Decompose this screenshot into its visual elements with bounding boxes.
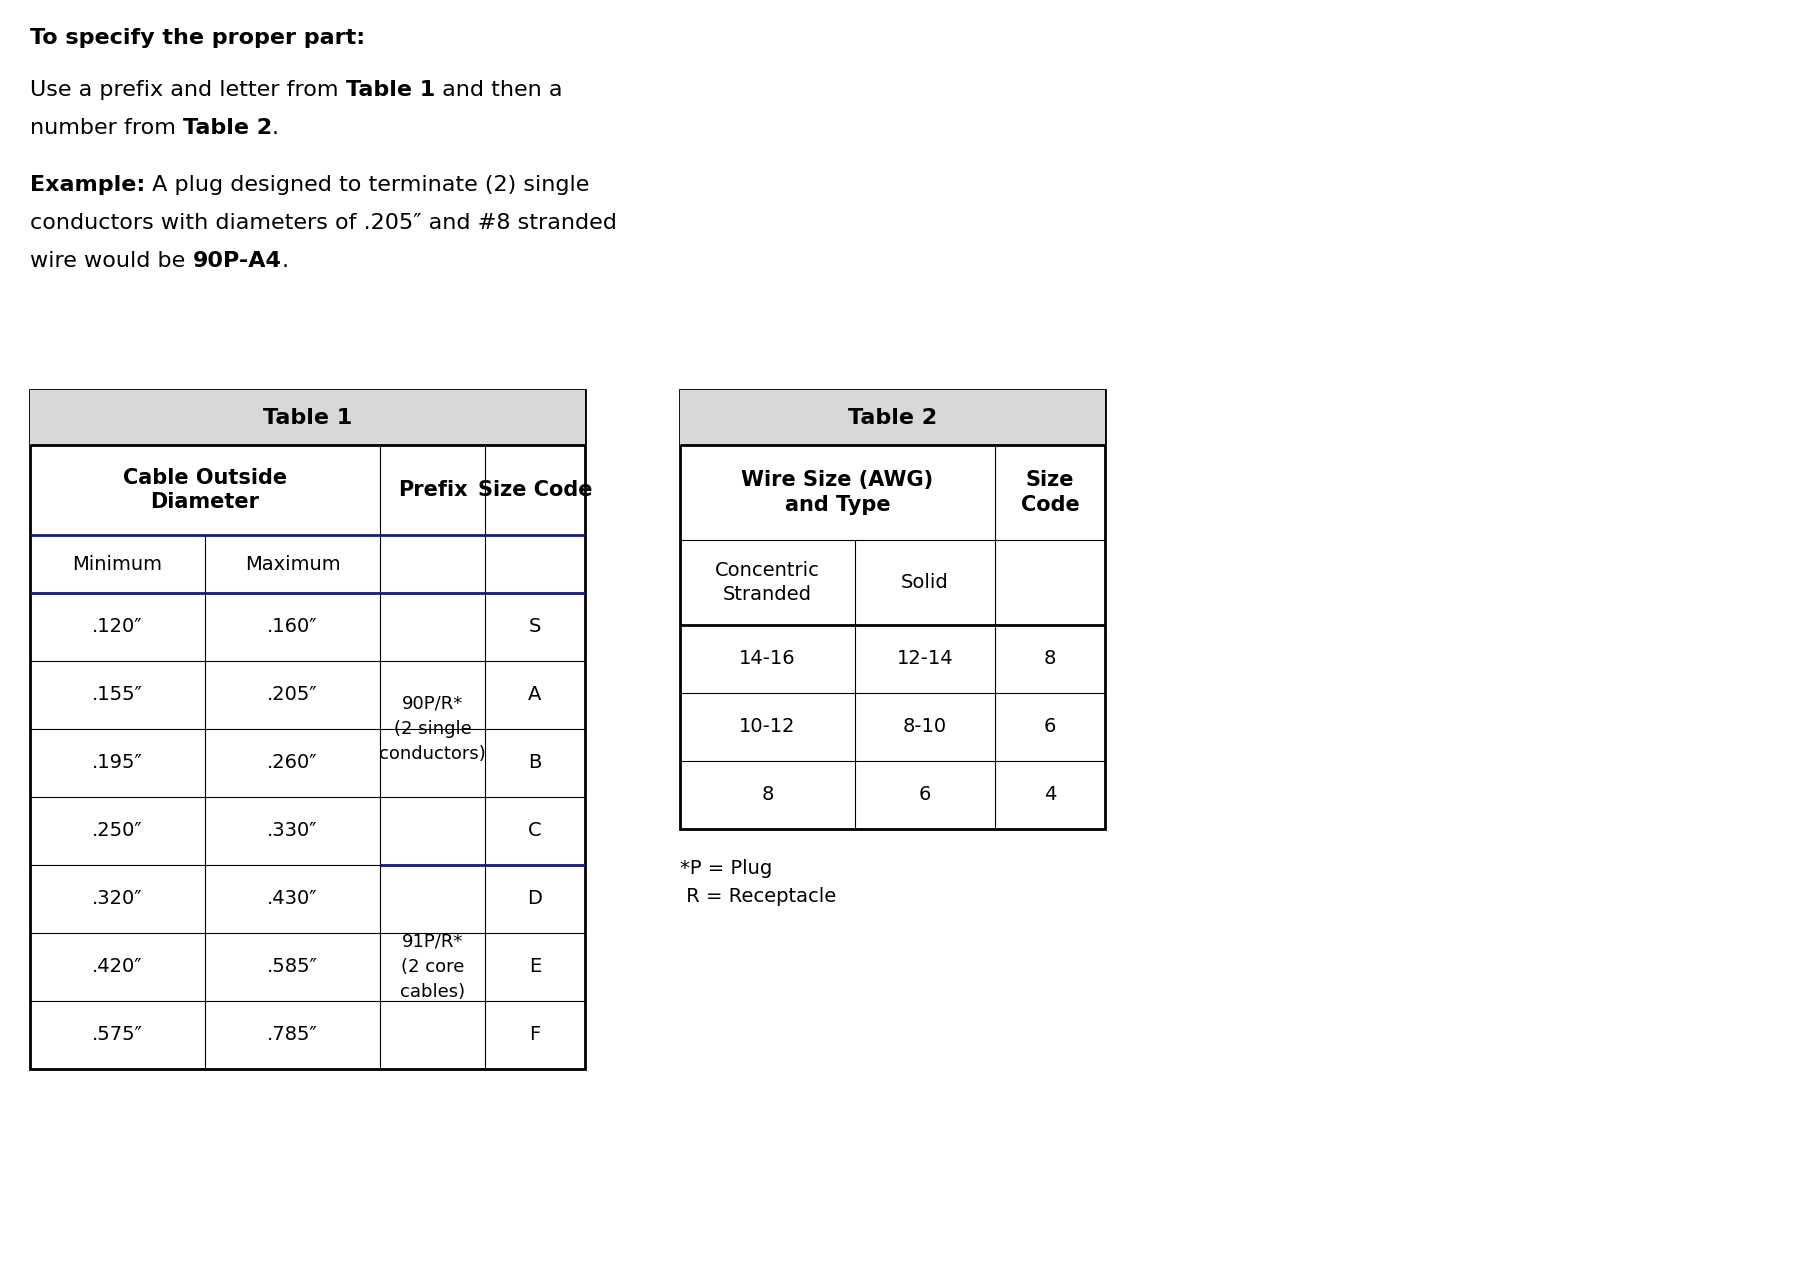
Text: Prefix: Prefix — [397, 479, 467, 500]
Text: wire would be: wire would be — [31, 251, 192, 271]
Text: Table 2: Table 2 — [183, 118, 273, 138]
Text: .785″: .785″ — [268, 1026, 318, 1045]
Text: Example:: Example: — [31, 176, 145, 195]
Text: D: D — [528, 890, 542, 909]
Text: .195″: .195″ — [92, 754, 144, 773]
Text: 90P-A4: 90P-A4 — [192, 251, 282, 271]
Text: .160″: .160″ — [268, 618, 318, 636]
Text: Maximum: Maximum — [244, 555, 339, 573]
Text: B: B — [528, 754, 542, 773]
Text: .430″: .430″ — [268, 890, 318, 909]
Text: 6: 6 — [1043, 718, 1056, 736]
Text: .260″: .260″ — [268, 754, 318, 773]
Text: 12-14: 12-14 — [896, 650, 954, 668]
Text: A: A — [528, 686, 542, 705]
Text: 8-10: 8-10 — [903, 718, 946, 736]
Bar — [681, 390, 1105, 829]
Text: conductors with diameters of .205″ and #8 stranded: conductors with diameters of .205″ and #… — [31, 213, 616, 233]
Text: F: F — [530, 1026, 541, 1045]
Text: 10-12: 10-12 — [740, 718, 796, 736]
Text: .330″: .330″ — [268, 822, 318, 841]
Text: 6: 6 — [920, 786, 930, 805]
Text: 91P/R*
(2 core
cables): 91P/R* (2 core cables) — [401, 933, 465, 1001]
Text: Size Code: Size Code — [478, 479, 593, 500]
Text: .205″: .205″ — [268, 686, 318, 705]
Text: A plug designed to terminate (2) single: A plug designed to terminate (2) single — [145, 176, 589, 195]
Text: number from: number from — [31, 118, 183, 138]
Text: .575″: .575″ — [92, 1026, 144, 1045]
Text: .585″: .585″ — [268, 958, 318, 977]
Text: Minimum: Minimum — [72, 555, 162, 573]
Text: .: . — [282, 251, 287, 271]
Text: .120″: .120″ — [92, 618, 142, 636]
Text: *P = Plug
 R = Receptacle: *P = Plug R = Receptacle — [681, 859, 837, 906]
Text: E: E — [528, 958, 541, 977]
Bar — [681, 390, 1105, 445]
Text: Table 1: Table 1 — [262, 408, 352, 427]
Text: 90P/R*
(2 single
conductors): 90P/R* (2 single conductors) — [379, 695, 487, 763]
Text: Concentric
Stranded: Concentric Stranded — [715, 560, 821, 605]
Text: C: C — [528, 822, 542, 841]
Text: Solid: Solid — [902, 573, 948, 592]
Text: Size
Code: Size Code — [1020, 470, 1079, 515]
Text: Table 2: Table 2 — [848, 408, 938, 427]
Text: .: . — [273, 118, 278, 138]
Text: .320″: .320″ — [92, 890, 142, 909]
Text: .155″: .155″ — [92, 686, 144, 705]
Bar — [31, 390, 585, 1069]
Text: To specify the proper part:: To specify the proper part: — [31, 28, 365, 47]
Text: 8: 8 — [762, 786, 774, 805]
Text: 8: 8 — [1043, 650, 1056, 668]
Text: .250″: .250″ — [92, 822, 144, 841]
Text: S: S — [528, 618, 541, 636]
Text: .420″: .420″ — [92, 958, 142, 977]
Text: and then a: and then a — [435, 79, 562, 100]
Text: 14-16: 14-16 — [740, 650, 796, 668]
Text: Use a prefix and letter from: Use a prefix and letter from — [31, 79, 345, 100]
Text: Table 1: Table 1 — [345, 79, 435, 100]
Text: Cable Outside
Diameter: Cable Outside Diameter — [122, 468, 287, 513]
Bar — [31, 390, 585, 445]
Text: Wire Size (AWG)
and Type: Wire Size (AWG) and Type — [742, 470, 934, 515]
Text: 4: 4 — [1043, 786, 1056, 805]
